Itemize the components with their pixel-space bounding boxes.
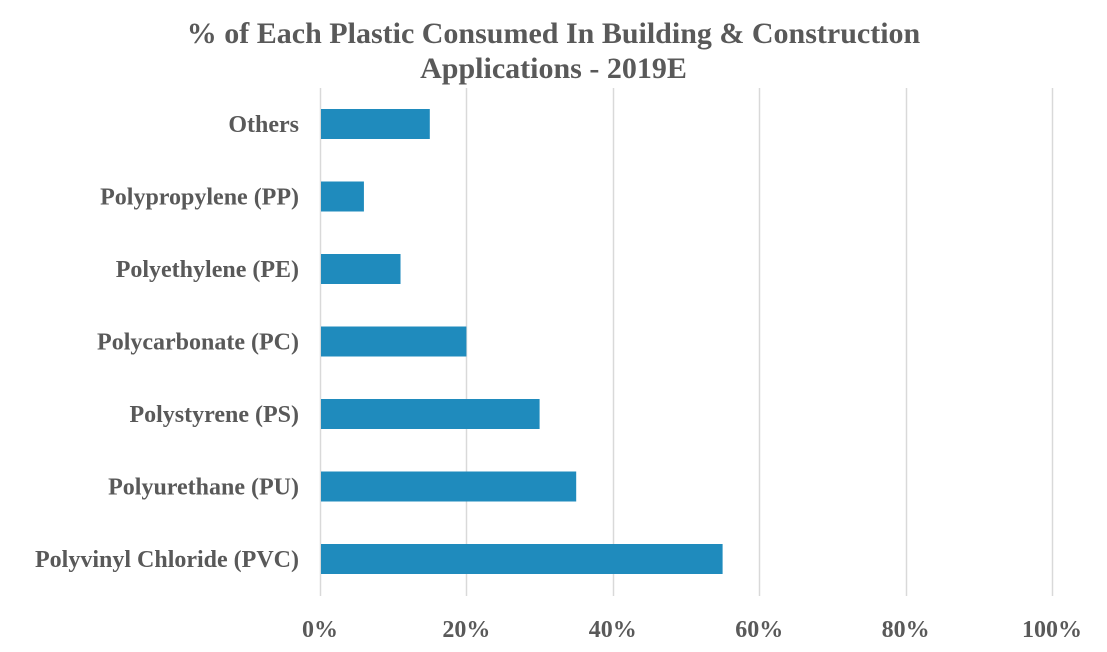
bar-1: [321, 109, 430, 139]
category-label-7: Polyvinyl Chloride (PVC): [35, 547, 299, 573]
bar-6: [321, 471, 577, 502]
bar-4: [321, 326, 467, 357]
x-tick-label-40: 40%: [589, 617, 637, 643]
bar-7: [321, 544, 723, 574]
category-label-4: Polycarbonate (PC): [97, 330, 299, 356]
x-tick-label-100: 100%: [1022, 617, 1082, 643]
category-label-1: Others: [228, 112, 299, 138]
bar-3: [321, 254, 401, 284]
x-tick-label-20: 20%: [442, 617, 490, 643]
category-label-6: Polyurethane (PU): [108, 475, 299, 501]
category-label-2: Polypropylene (PP): [100, 185, 299, 211]
x-tick-label-0: 0%: [302, 617, 338, 643]
category-label-5: Polystyrene (PS): [129, 402, 299, 428]
x-tick-label-80: 80%: [882, 617, 930, 643]
chart-title-line-2: Applications - 2019E: [420, 52, 687, 85]
chart-title-line-1: % of Each Plastic Consumed In Building &…: [186, 17, 921, 50]
category-label-3: Polyethylene (PE): [116, 257, 299, 283]
bar-5: [321, 399, 540, 429]
x-tick-label-60: 60%: [735, 617, 783, 643]
bar-2: [321, 181, 364, 212]
